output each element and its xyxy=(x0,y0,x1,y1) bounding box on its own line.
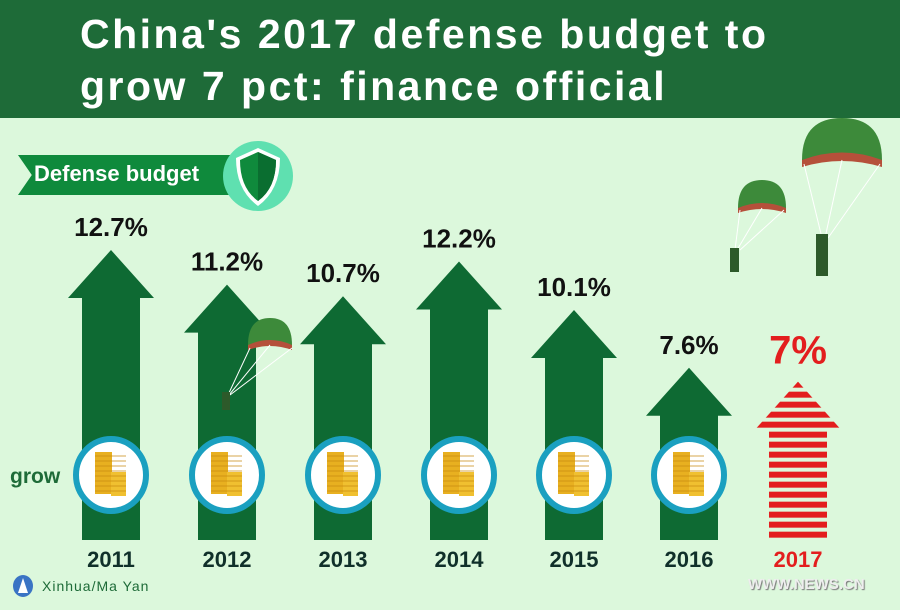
ribbon-label: Defense budget xyxy=(34,161,200,186)
coins-icon xyxy=(189,436,265,514)
credit-text: Xinhua/Ma Yan xyxy=(42,578,150,594)
bar-2014: 12.2% 2014 xyxy=(416,224,502,572)
value-label: 10.1% xyxy=(537,272,611,302)
value-label: 10.7% xyxy=(306,258,380,288)
bar-2015: 10.1% 2015 xyxy=(531,272,617,572)
parachute-icon xyxy=(802,118,882,276)
value-label: 11.2% xyxy=(191,247,263,277)
year-label: 2015 xyxy=(550,547,599,572)
xinhua-logo xyxy=(13,575,33,597)
grow-label: grow xyxy=(10,465,61,488)
bar-2012: 11.2% 2012 xyxy=(184,247,270,572)
page-title: China's 2017 defense budget to grow 7 pct… xyxy=(80,11,769,109)
year-label: 2014 xyxy=(435,547,485,572)
year-label: 2013 xyxy=(319,547,368,572)
value-label: 7.6% xyxy=(659,330,718,360)
coins-icon xyxy=(421,436,497,514)
bar-2011: 12.7% 2011 xyxy=(68,212,154,572)
parachute-icon xyxy=(730,180,786,272)
value-label: 7% xyxy=(769,329,827,373)
year-label: 2016 xyxy=(665,547,714,572)
defense-budget-ribbon: Defense budget xyxy=(18,155,248,195)
year-label: 2011 xyxy=(87,547,135,572)
site-watermark: WWW.NEWS.CN xyxy=(748,576,865,593)
coins-icon xyxy=(73,436,149,514)
parachute-icon xyxy=(222,318,293,410)
bar-2013: 10.7% 2013 xyxy=(300,258,386,572)
bar-2017: 7% 2017 xyxy=(755,329,841,572)
year-label: 2017 xyxy=(774,547,823,572)
header-banner: China's 2017 defense budget to grow 7 pct… xyxy=(0,0,900,118)
bar-2016: 7.6% 2016 xyxy=(646,330,732,572)
value-label: 12.2% xyxy=(422,224,496,254)
arrow-mark xyxy=(755,381,841,538)
value-label: 12.7% xyxy=(74,212,148,242)
coins-icon xyxy=(536,436,612,514)
shield-icon xyxy=(223,141,293,211)
coins-icon xyxy=(651,436,727,514)
coins-icon xyxy=(305,436,381,514)
year-label: 2012 xyxy=(203,547,252,572)
